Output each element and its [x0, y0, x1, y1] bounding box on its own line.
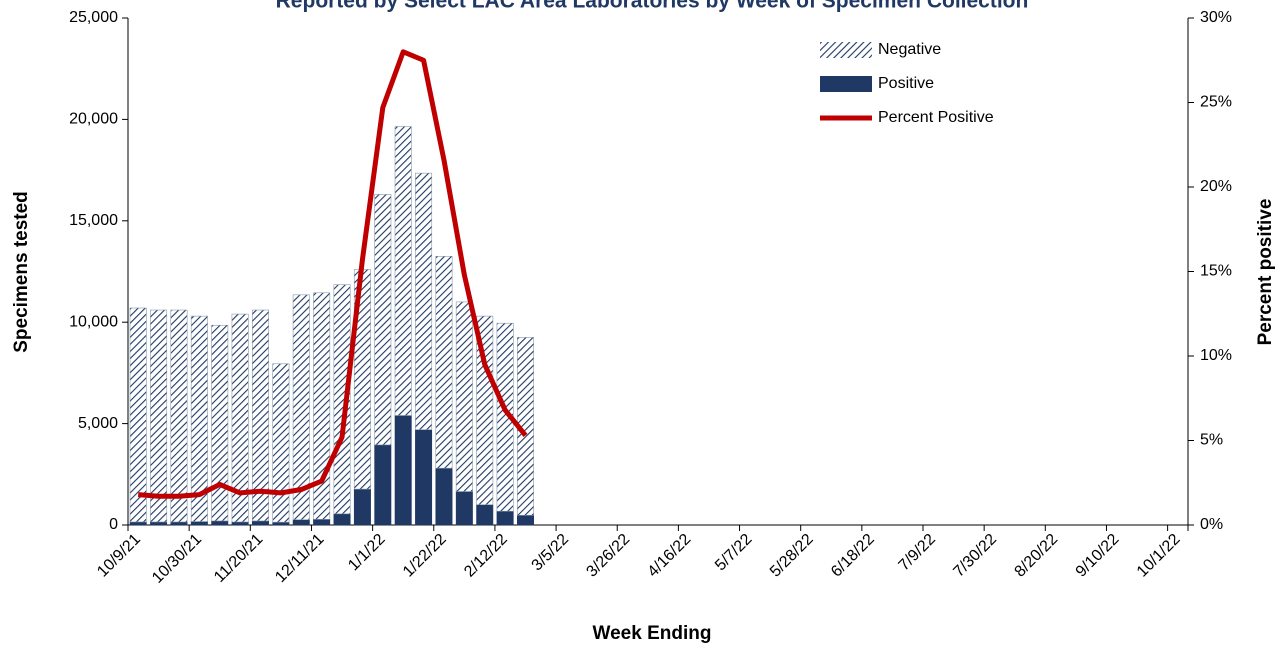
y-axis-title: Specimens tested — [11, 191, 32, 353]
x-tick-label: 7/9/22 — [896, 531, 940, 575]
positive-bar — [170, 521, 188, 526]
positive-bar — [517, 514, 534, 526]
x-tick-label: 11/20/21 — [211, 531, 266, 586]
positive-bar — [394, 415, 412, 526]
legend-label: Positive — [878, 75, 934, 92]
negative-bar — [435, 255, 453, 469]
y2-tick-label: 30% — [1200, 9, 1232, 26]
positive-bar — [374, 444, 392, 526]
x-tick-label: 6/18/22 — [828, 531, 878, 581]
x-tick-label: 1/22/22 — [400, 531, 450, 581]
negative-bar — [313, 292, 331, 520]
y-tick-label: 20,000 — [69, 111, 118, 128]
positive-bar — [333, 513, 351, 526]
negative-bar — [415, 172, 433, 430]
positive-bar — [129, 521, 147, 526]
negative-bar — [374, 194, 392, 446]
negative-bar — [394, 126, 412, 416]
positive-bar — [252, 520, 269, 526]
x-tick-label: 12/11/21 — [272, 531, 327, 586]
x-tick-label: 3/5/22 — [529, 531, 573, 575]
x-axis-title: Week Ending — [593, 623, 712, 644]
x-tick-label: 8/20/22 — [1012, 531, 1062, 581]
x-tick-label: 10/9/21 — [94, 531, 144, 581]
negative-bar — [211, 324, 229, 522]
y-tick-label: 0 — [109, 516, 118, 533]
positive-bar — [353, 488, 371, 526]
positive-bar — [231, 521, 249, 526]
y2-tick-label: 15% — [1200, 263, 1232, 280]
x-tick-label: 10/1/22 — [1134, 531, 1184, 581]
y2-tick-label: 0% — [1200, 516, 1223, 533]
positive-bar — [272, 521, 290, 526]
y2-axis-title: Percent positive — [1255, 199, 1276, 346]
positive-bar — [292, 519, 310, 526]
y-tick-label: 25,000 — [69, 9, 118, 26]
negative-bar — [455, 301, 473, 492]
chart-title: Reported by Select LAC Area Laboratories… — [276, 0, 1029, 13]
percent-line — [137, 49, 528, 499]
positive-bar — [435, 467, 453, 526]
x-tick-label: 1/1/22 — [345, 531, 389, 575]
positive-bar — [211, 520, 229, 526]
y2-tick-label: 20% — [1200, 178, 1232, 195]
y-tick-label: 5,000 — [78, 415, 118, 432]
negative-bar — [170, 309, 188, 523]
negative-bar — [129, 307, 147, 523]
y2-tick-label: 10% — [1200, 347, 1232, 364]
negative-bar — [190, 315, 208, 522]
legend-swatch — [820, 76, 872, 92]
legend-label: Negative — [878, 41, 941, 58]
positive-bar — [313, 519, 331, 526]
negative-bar — [231, 313, 249, 523]
positive-bar — [496, 510, 514, 526]
negative-bar — [292, 294, 310, 521]
legend-swatch — [820, 42, 872, 58]
positive-bar — [415, 429, 433, 526]
y2-tick-label: 25% — [1200, 94, 1232, 111]
x-tick-label: 4/16/22 — [645, 531, 695, 581]
negative-bar — [272, 363, 290, 523]
negative-bar — [252, 309, 269, 522]
legend-label: Percent Positive — [878, 109, 994, 126]
x-tick-label: 10/30/21 — [149, 531, 205, 587]
x-tick-label: 5/28/22 — [767, 531, 817, 581]
positive-bar — [150, 521, 168, 526]
x-tick-label: 5/7/22 — [712, 531, 756, 575]
y-tick-label: 15,000 — [69, 212, 118, 229]
y2-tick-label: 5% — [1200, 432, 1223, 449]
x-tick-label: 7/30/22 — [950, 531, 1000, 581]
positive-bar — [455, 491, 473, 526]
x-tick-label: 3/26/22 — [583, 531, 633, 581]
y-tick-label: 10,000 — [69, 313, 118, 330]
x-tick-label: 9/10/22 — [1073, 531, 1123, 581]
positive-bar — [476, 504, 494, 526]
negative-bar — [476, 315, 494, 506]
negative-bar — [333, 284, 351, 515]
negative-bar — [150, 309, 168, 523]
x-tick-label: 2/12/22 — [461, 531, 511, 581]
positive-bar — [190, 521, 208, 526]
